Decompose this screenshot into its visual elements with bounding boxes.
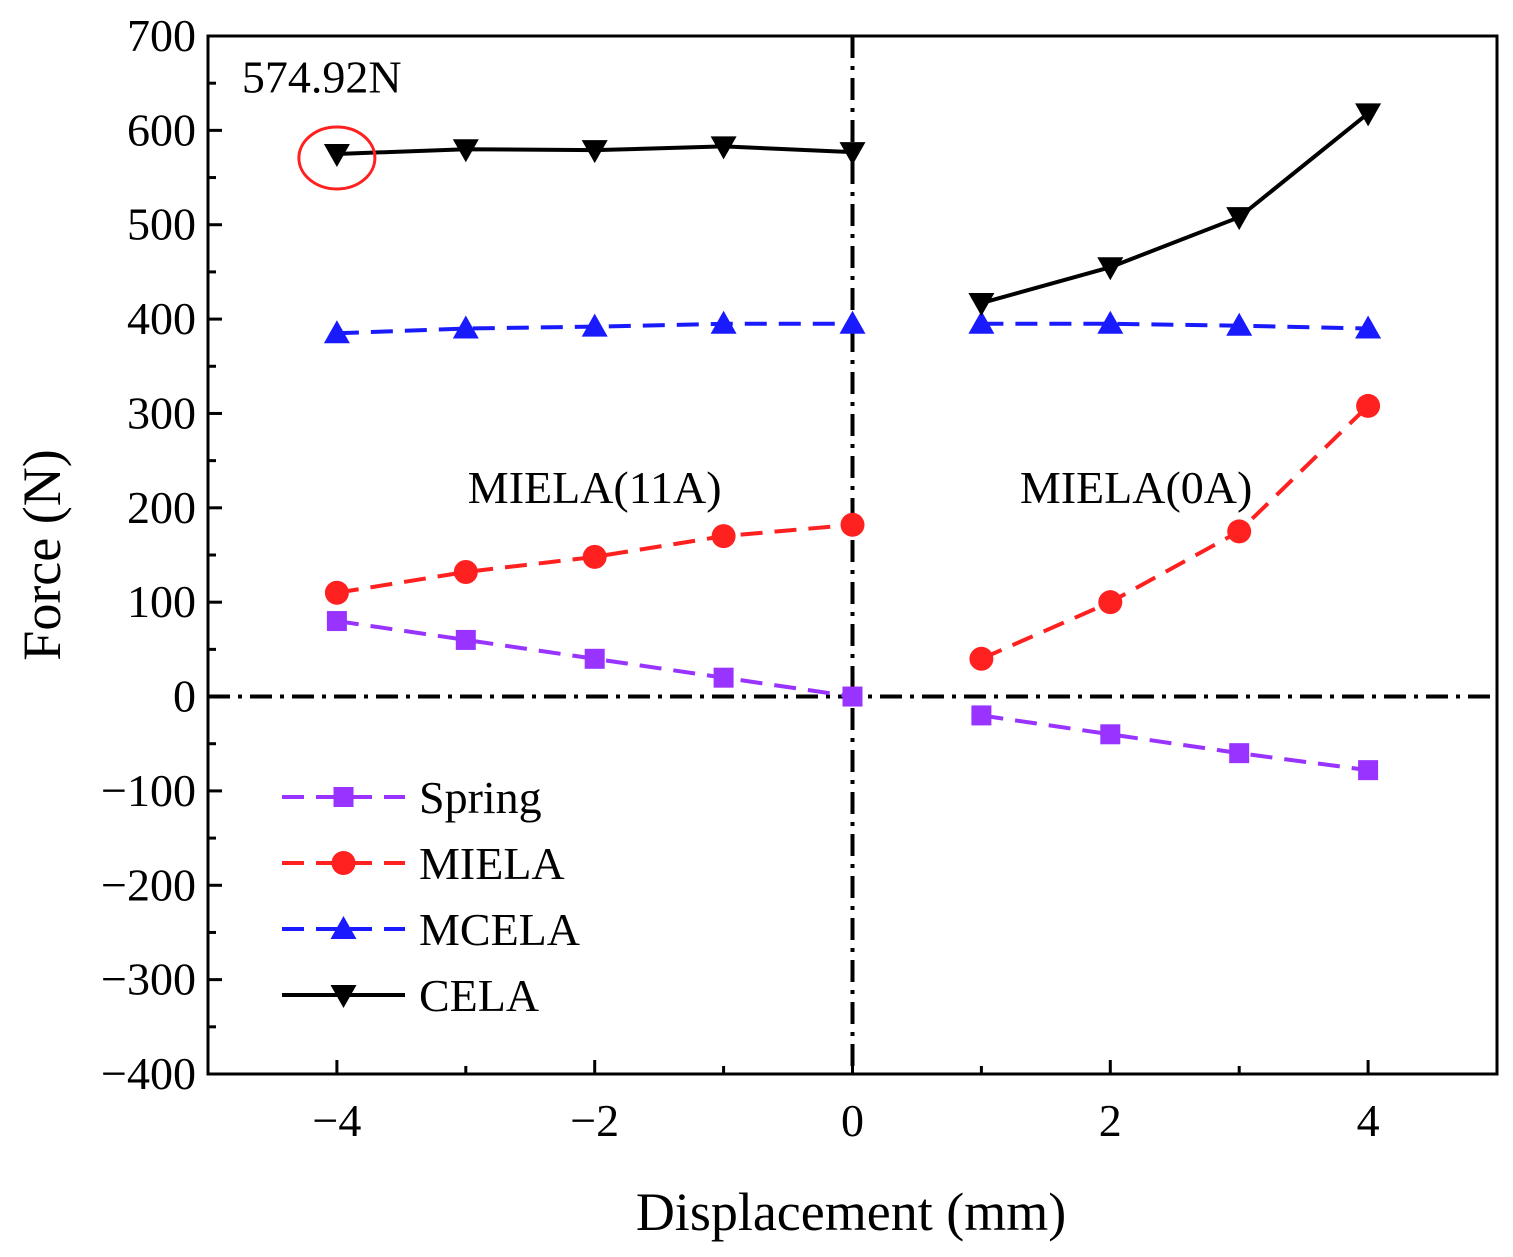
data-point xyxy=(1226,312,1253,336)
data-point xyxy=(1226,207,1253,231)
annotation: MIELA(11A) xyxy=(468,462,722,513)
data-point xyxy=(711,524,736,549)
legend-label: Spring xyxy=(419,772,542,823)
data-point xyxy=(582,544,607,569)
data-point xyxy=(1355,315,1382,339)
data-point xyxy=(1097,310,1124,334)
legend-label: MIELA xyxy=(419,838,565,889)
data-point xyxy=(1358,760,1379,781)
series-mcela xyxy=(323,310,1382,344)
y-tick-label: 100 xyxy=(127,576,196,627)
data-point xyxy=(839,310,866,334)
data-point xyxy=(710,310,737,334)
data-point xyxy=(581,313,608,337)
annotation: 574.92N xyxy=(242,52,402,103)
x-axis-title: Displacement (mm) xyxy=(636,1182,1066,1242)
annotation: MIELA(0A) xyxy=(1020,462,1253,513)
legend-marker xyxy=(330,916,357,939)
x-tick-label: 2 xyxy=(1099,1095,1122,1146)
data-point xyxy=(839,142,866,166)
series-line xyxy=(336,619,853,699)
data-point xyxy=(969,646,994,671)
data-point xyxy=(323,143,350,167)
legend-label: CELA xyxy=(419,970,539,1021)
data-point xyxy=(581,140,608,164)
data-point xyxy=(1227,519,1252,544)
series xyxy=(323,103,1382,781)
data-point xyxy=(1100,724,1121,745)
data-point xyxy=(968,293,995,317)
y-tick-label: 700 xyxy=(127,10,196,61)
data-point xyxy=(710,136,737,160)
legend-marker xyxy=(330,985,357,1008)
y-axis-title: Force (N) xyxy=(12,449,72,660)
highlight-circle xyxy=(297,125,377,191)
y-tick-label: 600 xyxy=(127,104,196,155)
axes: −400 −300 −200 −100 0 100 200 300 400 500 600 700 −4… xyxy=(101,10,1499,1146)
legend-entry-spring: Spring xyxy=(282,772,542,823)
y-tick-label: −100 xyxy=(101,765,196,816)
y-tick-label: −300 xyxy=(101,954,196,1005)
y-tick-label: −400 xyxy=(101,1048,196,1099)
y-tick-label: 400 xyxy=(127,293,196,344)
data-point xyxy=(1098,590,1123,615)
x-tick-label: 0 xyxy=(841,1095,864,1146)
series-miela xyxy=(324,393,1381,671)
data-point xyxy=(840,512,865,537)
series-line xyxy=(981,321,1369,331)
data-point xyxy=(326,611,347,632)
data-point xyxy=(455,629,476,650)
x-tick-label: 4 xyxy=(1357,1095,1380,1146)
data-point xyxy=(324,580,349,605)
series-line xyxy=(980,404,1370,661)
y-tick-label: 0 xyxy=(173,671,196,722)
legend-marker xyxy=(333,787,354,807)
data-point xyxy=(452,139,479,163)
data-point xyxy=(971,705,992,726)
data-point xyxy=(323,320,350,344)
legend: Spring MIELA MCELA CELA xyxy=(282,772,580,1021)
data-point xyxy=(1355,103,1382,127)
data-point xyxy=(1229,743,1250,764)
series-line xyxy=(981,713,1369,773)
x-tick-label: −2 xyxy=(570,1095,619,1146)
series-cela xyxy=(323,103,1382,317)
legend-entry-cela: CELA xyxy=(282,970,539,1021)
annotations: 574.92N MIELA(11A) MIELA(0A) xyxy=(242,52,1252,513)
legend-entry-miela: MIELA xyxy=(282,838,565,889)
y-tick-label: 200 xyxy=(127,482,196,533)
y-tick-label: 500 xyxy=(127,199,196,250)
data-point xyxy=(1356,393,1381,418)
data-point xyxy=(713,667,734,688)
y-tick-label: −200 xyxy=(101,859,196,910)
series-line xyxy=(336,522,853,595)
legend-label: MCELA xyxy=(419,904,580,955)
data-point xyxy=(968,310,995,334)
data-point xyxy=(842,686,863,707)
data-point xyxy=(1097,257,1124,281)
y-tick-label: 300 xyxy=(127,387,196,438)
legend-marker xyxy=(331,851,356,875)
data-point xyxy=(452,315,479,339)
data-point xyxy=(453,559,478,584)
reference-lines xyxy=(208,36,1497,1074)
x-tick-label: −4 xyxy=(312,1095,361,1146)
data-point xyxy=(584,648,605,669)
legend-entry-mcela: MCELA xyxy=(282,904,580,955)
series-spring xyxy=(326,611,1379,781)
series-line xyxy=(980,111,1370,305)
